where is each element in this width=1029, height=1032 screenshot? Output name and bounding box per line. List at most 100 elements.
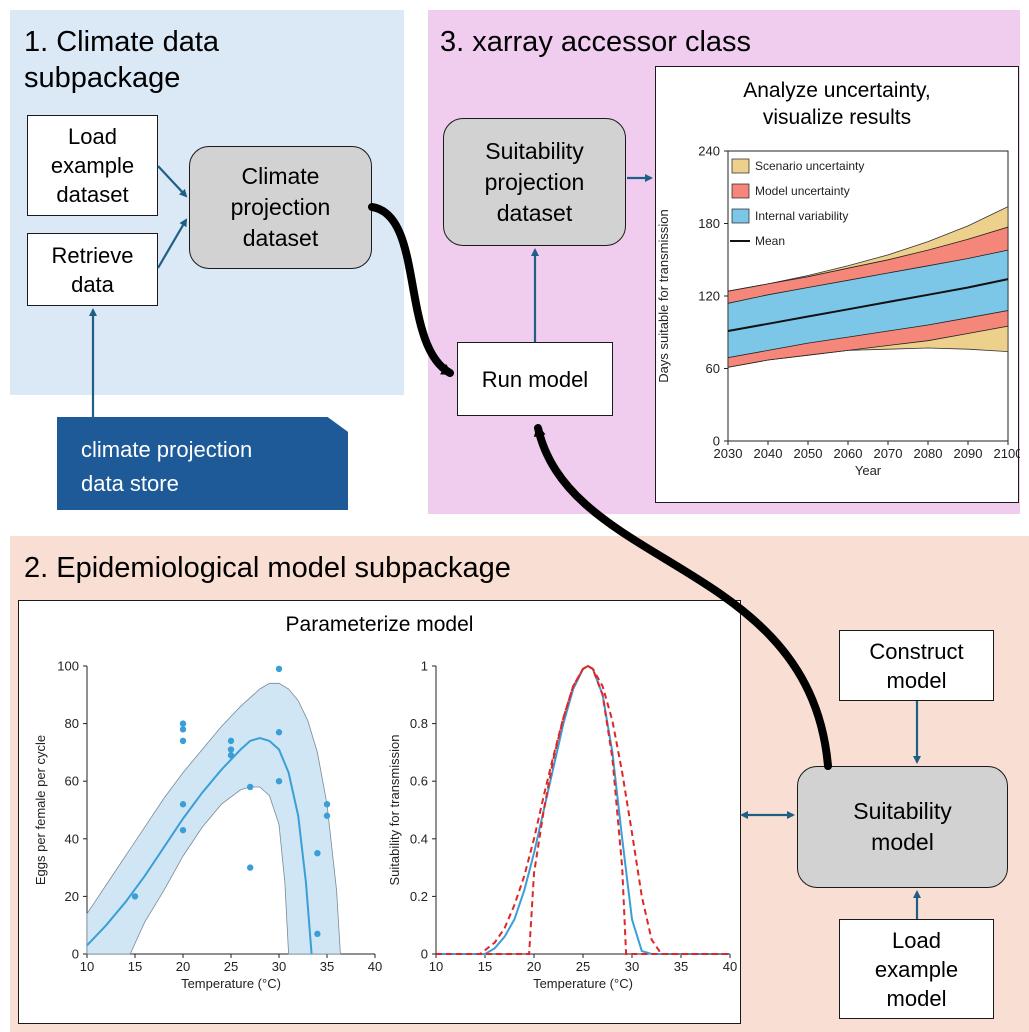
unc-x-tick-label: 2100 — [994, 446, 1020, 461]
mean-line — [727, 278, 1009, 332]
eggs-x-tick-label: 10 — [80, 959, 94, 974]
unc-x-tick-label: 2070 — [874, 446, 903, 461]
eggs-data-point — [227, 737, 235, 745]
eggs-confidence-band — [86, 682, 341, 955]
eggs-x-label: Temperature (°C) — [181, 976, 281, 991]
suit-x-label: Temperature (°C) — [533, 976, 633, 991]
unc-x-tick-label: 2080 — [914, 446, 943, 461]
construct-model-box: Construct model — [839, 630, 994, 701]
eggs-data-point — [179, 726, 187, 733]
suit-x-tick-label: 10 — [429, 959, 443, 974]
accessor-panel-title: 3. xarray accessor class — [440, 26, 752, 58]
suit-x-tick-label: 20 — [527, 959, 541, 974]
eggs-axes: 10 15 20 25 30 35 40 0 20 40 60 80 100 Temperature (°… — [33, 659, 382, 992]
suitability-bound-curve — [436, 664, 730, 955]
eggs-data-point — [227, 752, 235, 759]
retrieve-data-box: Retrieve data — [27, 233, 158, 306]
suit-y-tick-label: 0.2 — [410, 889, 428, 904]
unc-y-label: Days suitable for transmission — [656, 209, 671, 382]
suit-y-tick-label: 0.8 — [410, 716, 428, 731]
unc-x-tick-label: 2030 — [714, 446, 743, 461]
arrow-retrieve-to-climate — [157, 218, 188, 269]
eggs-y-label: Eggs per female per cycle — [33, 735, 48, 885]
eggs-data-point — [179, 826, 187, 834]
unc-x-tick-label: 2040 — [754, 446, 783, 461]
legend-swatch — [731, 158, 750, 174]
unc-x-tick-label: 2060 — [834, 446, 863, 461]
eggs-data-point — [323, 801, 331, 808]
eggs-y-tick-label: 40 — [65, 831, 79, 846]
eggs-y-tick-label: 60 — [65, 774, 79, 789]
uncertainty-legend: Scenario uncertainty Model uncertainty Int… — [730, 158, 864, 248]
parameterize-chart-box: Parameterize model 10 15 20 25 30 35 40 0 20 40 60… — [18, 600, 741, 1024]
suitability-projection-dataset-box: Suitability projection dataset — [443, 118, 626, 246]
uncertainty-chart-box: Analyze uncertainty, visualize results 2… — [655, 66, 1020, 503]
suit-y-tick-label: 1 — [421, 659, 428, 674]
eggs-x-tick-label: 40 — [368, 959, 382, 974]
climate-data-store: climate projection data store — [57, 417, 348, 510]
uncertainty-chart: 2030 2040 2050 2060 2070 2080 2090 2100 0 60 120 18… — [656, 144, 1020, 479]
run-model-box: Run model — [457, 342, 613, 416]
eggs-data-point — [275, 778, 283, 785]
arrow-suitability-model-to-run-model — [533, 424, 832, 770]
eggs-y-tick-label: 0 — [72, 947, 79, 962]
unc-axes: 2030 2040 2050 2060 2070 2080 2090 2100 0 60 120 18… — [656, 144, 1020, 479]
eggs-x-tick-label: 15 — [128, 959, 142, 974]
unc-y-tick-label: 240 — [698, 144, 720, 159]
unc-y-tick-label: 60 — [706, 361, 720, 376]
suit-x-tick-label: 40 — [723, 959, 737, 974]
eggs-data-point — [314, 930, 321, 938]
eggs-x-tick-label: 25 — [224, 959, 238, 974]
climate-panel-title: 1. Climate data subpackage — [24, 26, 220, 94]
eggs-x-tick-label: 20 — [176, 959, 190, 974]
eggs-data-point — [131, 893, 139, 900]
load-example-dataset-box: Load example dataset — [27, 115, 158, 216]
suit-y-tick-label: 0 — [421, 947, 428, 962]
eggs-y-tick-label: 100 — [57, 659, 79, 674]
eggs-data-point — [247, 864, 254, 871]
suitability-model-box: Suitability model — [797, 766, 1008, 888]
eggs-x-tick-label: 30 — [272, 959, 286, 974]
eggs-y-tick-label: 20 — [65, 889, 79, 904]
unc-x-tick-label: 2090 — [954, 446, 983, 461]
suit-axes: 10 15 20 25 30 35 40 0 0.2 0.4 0.6 0.8 1 Temperature … — [387, 659, 737, 992]
eggs-data-point — [179, 801, 187, 808]
suit-x-tick-label: 30 — [625, 959, 639, 974]
eggs-data-point — [247, 783, 254, 791]
suit-x-tick-label: 15 — [478, 959, 492, 974]
legend-swatch — [731, 183, 750, 199]
legend-label: Mean — [755, 234, 785, 248]
unc-y-tick-label: 120 — [698, 289, 720, 304]
uncertainty-chart-title: Analyze uncertainty, visualize results — [743, 79, 931, 129]
unc-x-label: Year — [855, 463, 882, 478]
eggs-data-point — [314, 850, 321, 857]
legend-swatch — [731, 208, 750, 224]
legend-label: Model uncertainty — [755, 184, 850, 198]
legend-label: Internal variability — [755, 209, 848, 223]
unc-x-tick-label: 2050 — [794, 446, 823, 461]
load-example-model-box: Load example model — [839, 919, 994, 1019]
suit-y-label: Suitability for transmission — [387, 735, 402, 886]
eggs-fit-curve — [86, 736, 313, 955]
unc-y-tick-label: 180 — [698, 216, 720, 231]
eggs-y-tick-label: 80 — [65, 716, 79, 731]
parameterize-chart-title: Parameterize model — [285, 613, 474, 636]
unc-y-tick-label: 0 — [713, 434, 720, 449]
suit-y-tick-label: 0.4 — [410, 831, 428, 846]
eggs-data-point — [275, 729, 283, 736]
suit-y-tick-label: 0.6 — [410, 774, 428, 789]
internal-variability-band — [727, 249, 1009, 359]
suit-x-tick-label: 25 — [576, 959, 590, 974]
legend-label: Scenario uncertainty — [755, 159, 864, 173]
climate-projection-dataset-box: Climate projection dataset — [189, 146, 372, 269]
arrow-load-to-climate — [157, 165, 188, 198]
eggs-data-point — [275, 665, 283, 673]
eggs-data-point — [179, 737, 187, 745]
arrow-climate-to-run-model — [368, 203, 454, 377]
suit-x-tick-label: 35 — [674, 959, 688, 974]
epi-panel-title: 2. Epidemiological model subpackage — [24, 552, 511, 584]
eggs-data-point — [323, 812, 331, 819]
eggs-data-point — [227, 746, 235, 753]
